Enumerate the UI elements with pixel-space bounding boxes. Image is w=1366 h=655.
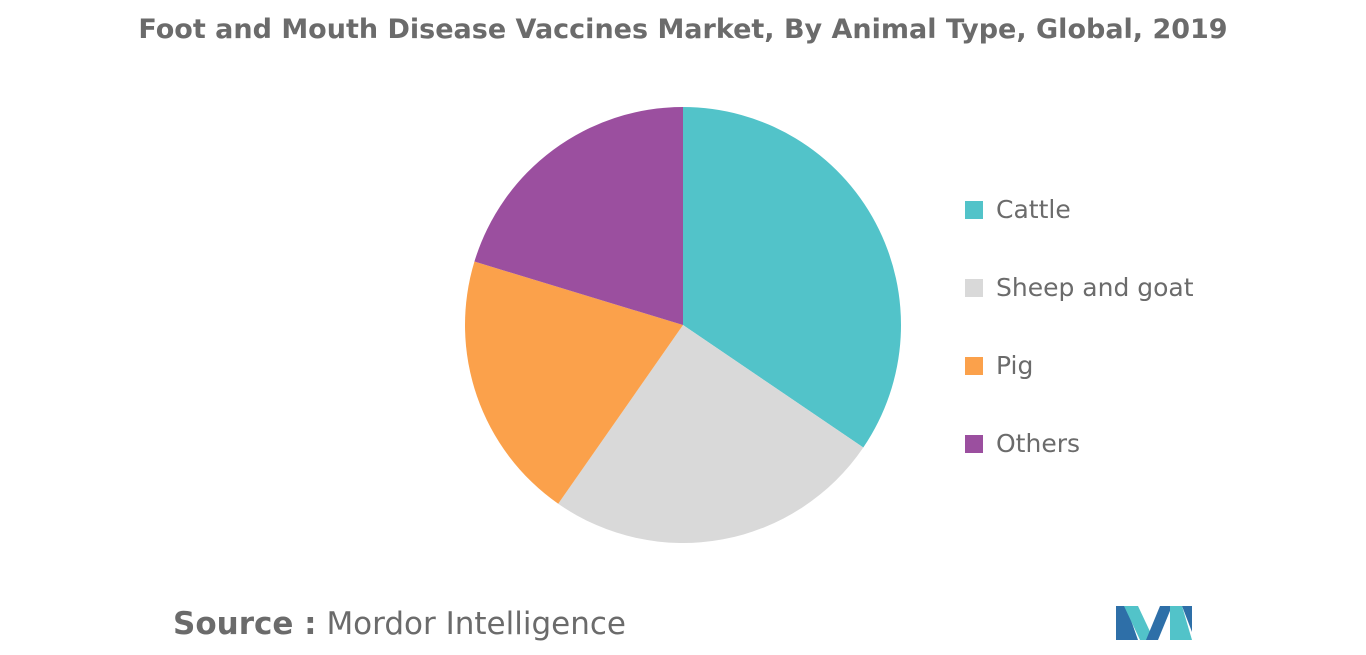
legend-swatch-sheep-and-goat: [965, 278, 983, 297]
pie-slice-pig: [464, 261, 683, 504]
legend-swatch-others: [965, 434, 983, 453]
source-label: Source :: [173, 606, 317, 642]
logo-left-diagonal: [1124, 606, 1154, 640]
chart-title: Foot and Mouth Disease Vaccines Market, …: [138, 14, 1228, 45]
legend-label-others: Others: [996, 429, 1081, 458]
pie-slice-sheep-and-goat: [558, 325, 864, 543]
legend-label-pig: Pig: [996, 351, 1034, 380]
mordor-intelligence-logo-icon: [1116, 606, 1192, 640]
logo-left-bar: [1116, 606, 1138, 640]
legend-item-cattle: Cattle: [965, 190, 1194, 229]
logo-right-bar: [1170, 606, 1192, 640]
pie-slice-cattle: [683, 107, 901, 448]
legend-item-sheep-and-goat: Sheep and goat: [965, 268, 1194, 307]
legend-label-sheep-and-goat: Sheep and goat: [996, 273, 1194, 302]
legend-label-cattle: Cattle: [996, 195, 1071, 224]
chart-legend: Cattle Sheep and goat Pig Others: [965, 190, 1194, 502]
logo-right-edge: [1182, 606, 1192, 632]
source-note: Source : Mordor Intelligence: [173, 606, 626, 642]
legend-item-others: Others: [965, 424, 1194, 463]
pie-slice-others: [474, 107, 683, 325]
legend-swatch-pig: [965, 356, 983, 375]
source-text: Mordor Intelligence: [326, 606, 626, 642]
legend-swatch-cattle: [965, 200, 983, 219]
legend-item-pig: Pig: [965, 346, 1194, 385]
logo-mid-diagonal: [1146, 606, 1172, 640]
